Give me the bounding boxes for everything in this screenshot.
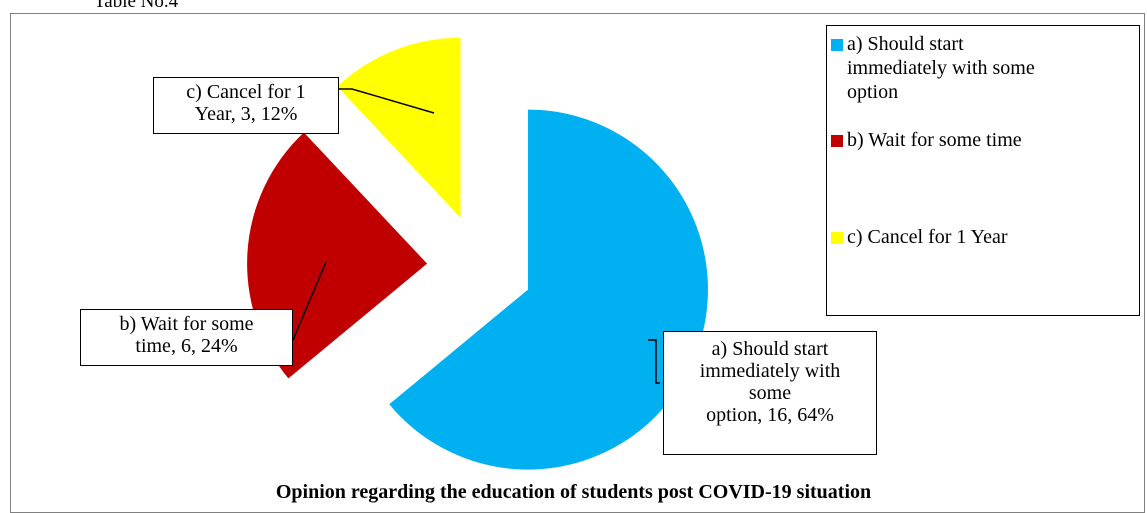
pie-slice-c	[337, 37, 461, 218]
legend-label-b: b) Wait for some time	[847, 129, 1022, 151]
legend-swatch-b	[831, 135, 843, 147]
legend-label-a-line-1: a) Should start	[847, 33, 964, 55]
pie-slice-a	[389, 109, 708, 470]
data-label-c-line-2: Year, 3, 12%	[194, 103, 298, 125]
data-label-c-line-1: c) Cancel for 1	[186, 81, 306, 103]
chart-title: Opinion regarding the education of stude…	[275, 481, 872, 503]
legend-swatch-c	[831, 232, 843, 244]
leader-line-b	[292, 261, 327, 341]
legend-swatch-a	[831, 39, 843, 51]
leader-line-c	[339, 88, 435, 114]
legend-label-a-line-3: option	[847, 81, 899, 103]
legend-label-c: c) Cancel for 1 Year	[847, 226, 1008, 248]
legend-label-a-line-2: immediately with some	[847, 57, 1035, 79]
data-label-c: c) Cancel for 1 Year, 3, 12%	[153, 77, 339, 134]
data-label-b: b) Wait for some time, 6, 24%	[80, 309, 293, 366]
data-label-a-line-3: some	[748, 382, 792, 404]
legend: a) Should start immediately with some op…	[826, 25, 1140, 316]
data-label-b-line-2: time, 6, 24%	[135, 335, 238, 357]
data-label-a-line-2: immediately with	[699, 360, 841, 382]
data-label-a: a) Should start immediately with some op…	[663, 331, 877, 455]
data-label-b-line-1: b) Wait for some	[119, 313, 254, 335]
table-caption: Table No.4	[94, 0, 179, 12]
data-label-a-line-1: a) Should start	[711, 338, 829, 360]
data-label-a-line-4: option, 16, 64%	[706, 404, 834, 426]
leader-line-a	[648, 339, 660, 384]
